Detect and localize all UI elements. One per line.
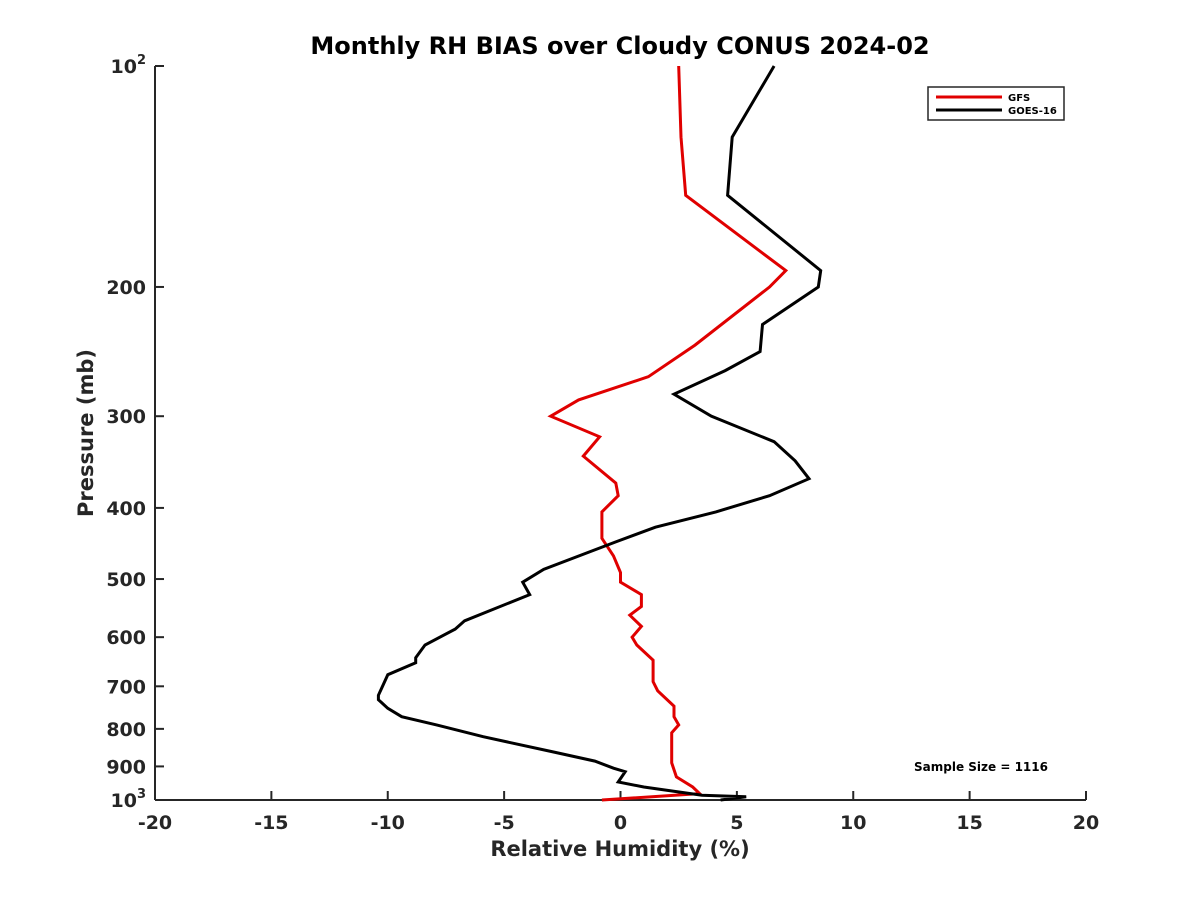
y-tick-label: 400 xyxy=(106,498,146,520)
x-ticks: -20 -15 -10 -5 0 5 10 15 20 xyxy=(138,791,1099,834)
y-tick-label: 600 xyxy=(106,627,146,649)
y-axis-label: Pressure (mb) xyxy=(74,349,98,517)
y-tick-label: 300 xyxy=(106,406,146,428)
legend-label-goes16: GOES-16 xyxy=(1008,106,1057,117)
y-tick-label: 900 xyxy=(106,756,146,778)
legend-box xyxy=(927,86,1065,121)
legend-label-gfs: GFS xyxy=(1008,93,1030,104)
x-tick-label: 15 xyxy=(956,812,982,834)
x-tick-label: -15 xyxy=(254,812,288,834)
x-tick-label: -20 xyxy=(138,812,172,834)
series-line-goes16 xyxy=(376,65,823,802)
sample-size-annotation: Sample Size = 1116 xyxy=(914,760,1048,774)
x-tick-label: 5 xyxy=(730,812,743,834)
x-tick-label: 0 xyxy=(614,812,627,834)
y-tick-label: 102 xyxy=(111,53,147,78)
y-tick-label: 500 xyxy=(106,569,146,591)
series-layer xyxy=(376,65,823,802)
x-tick-label: -5 xyxy=(494,812,515,834)
y-tick-label: 103 xyxy=(111,787,147,812)
chart-title: Monthly RH BIAS over Cloudy CONUS 2024-0… xyxy=(310,32,929,60)
legend: GFS GOES-16 xyxy=(927,86,1065,121)
x-tick-label: -10 xyxy=(371,812,405,834)
y-tick-label: 200 xyxy=(106,277,146,299)
y-tick-label: 800 xyxy=(106,719,146,741)
axes xyxy=(154,66,1086,801)
y-tick-label: 700 xyxy=(106,676,146,698)
x-tick-label: 10 xyxy=(840,812,866,834)
y-ticks: 102 200 300 400 500 600 700 800 900 103 xyxy=(106,53,164,812)
x-axis-label: Relative Humidity (%) xyxy=(490,837,749,861)
series-line-gfs xyxy=(547,65,789,802)
x-tick-label: 20 xyxy=(1073,812,1099,834)
